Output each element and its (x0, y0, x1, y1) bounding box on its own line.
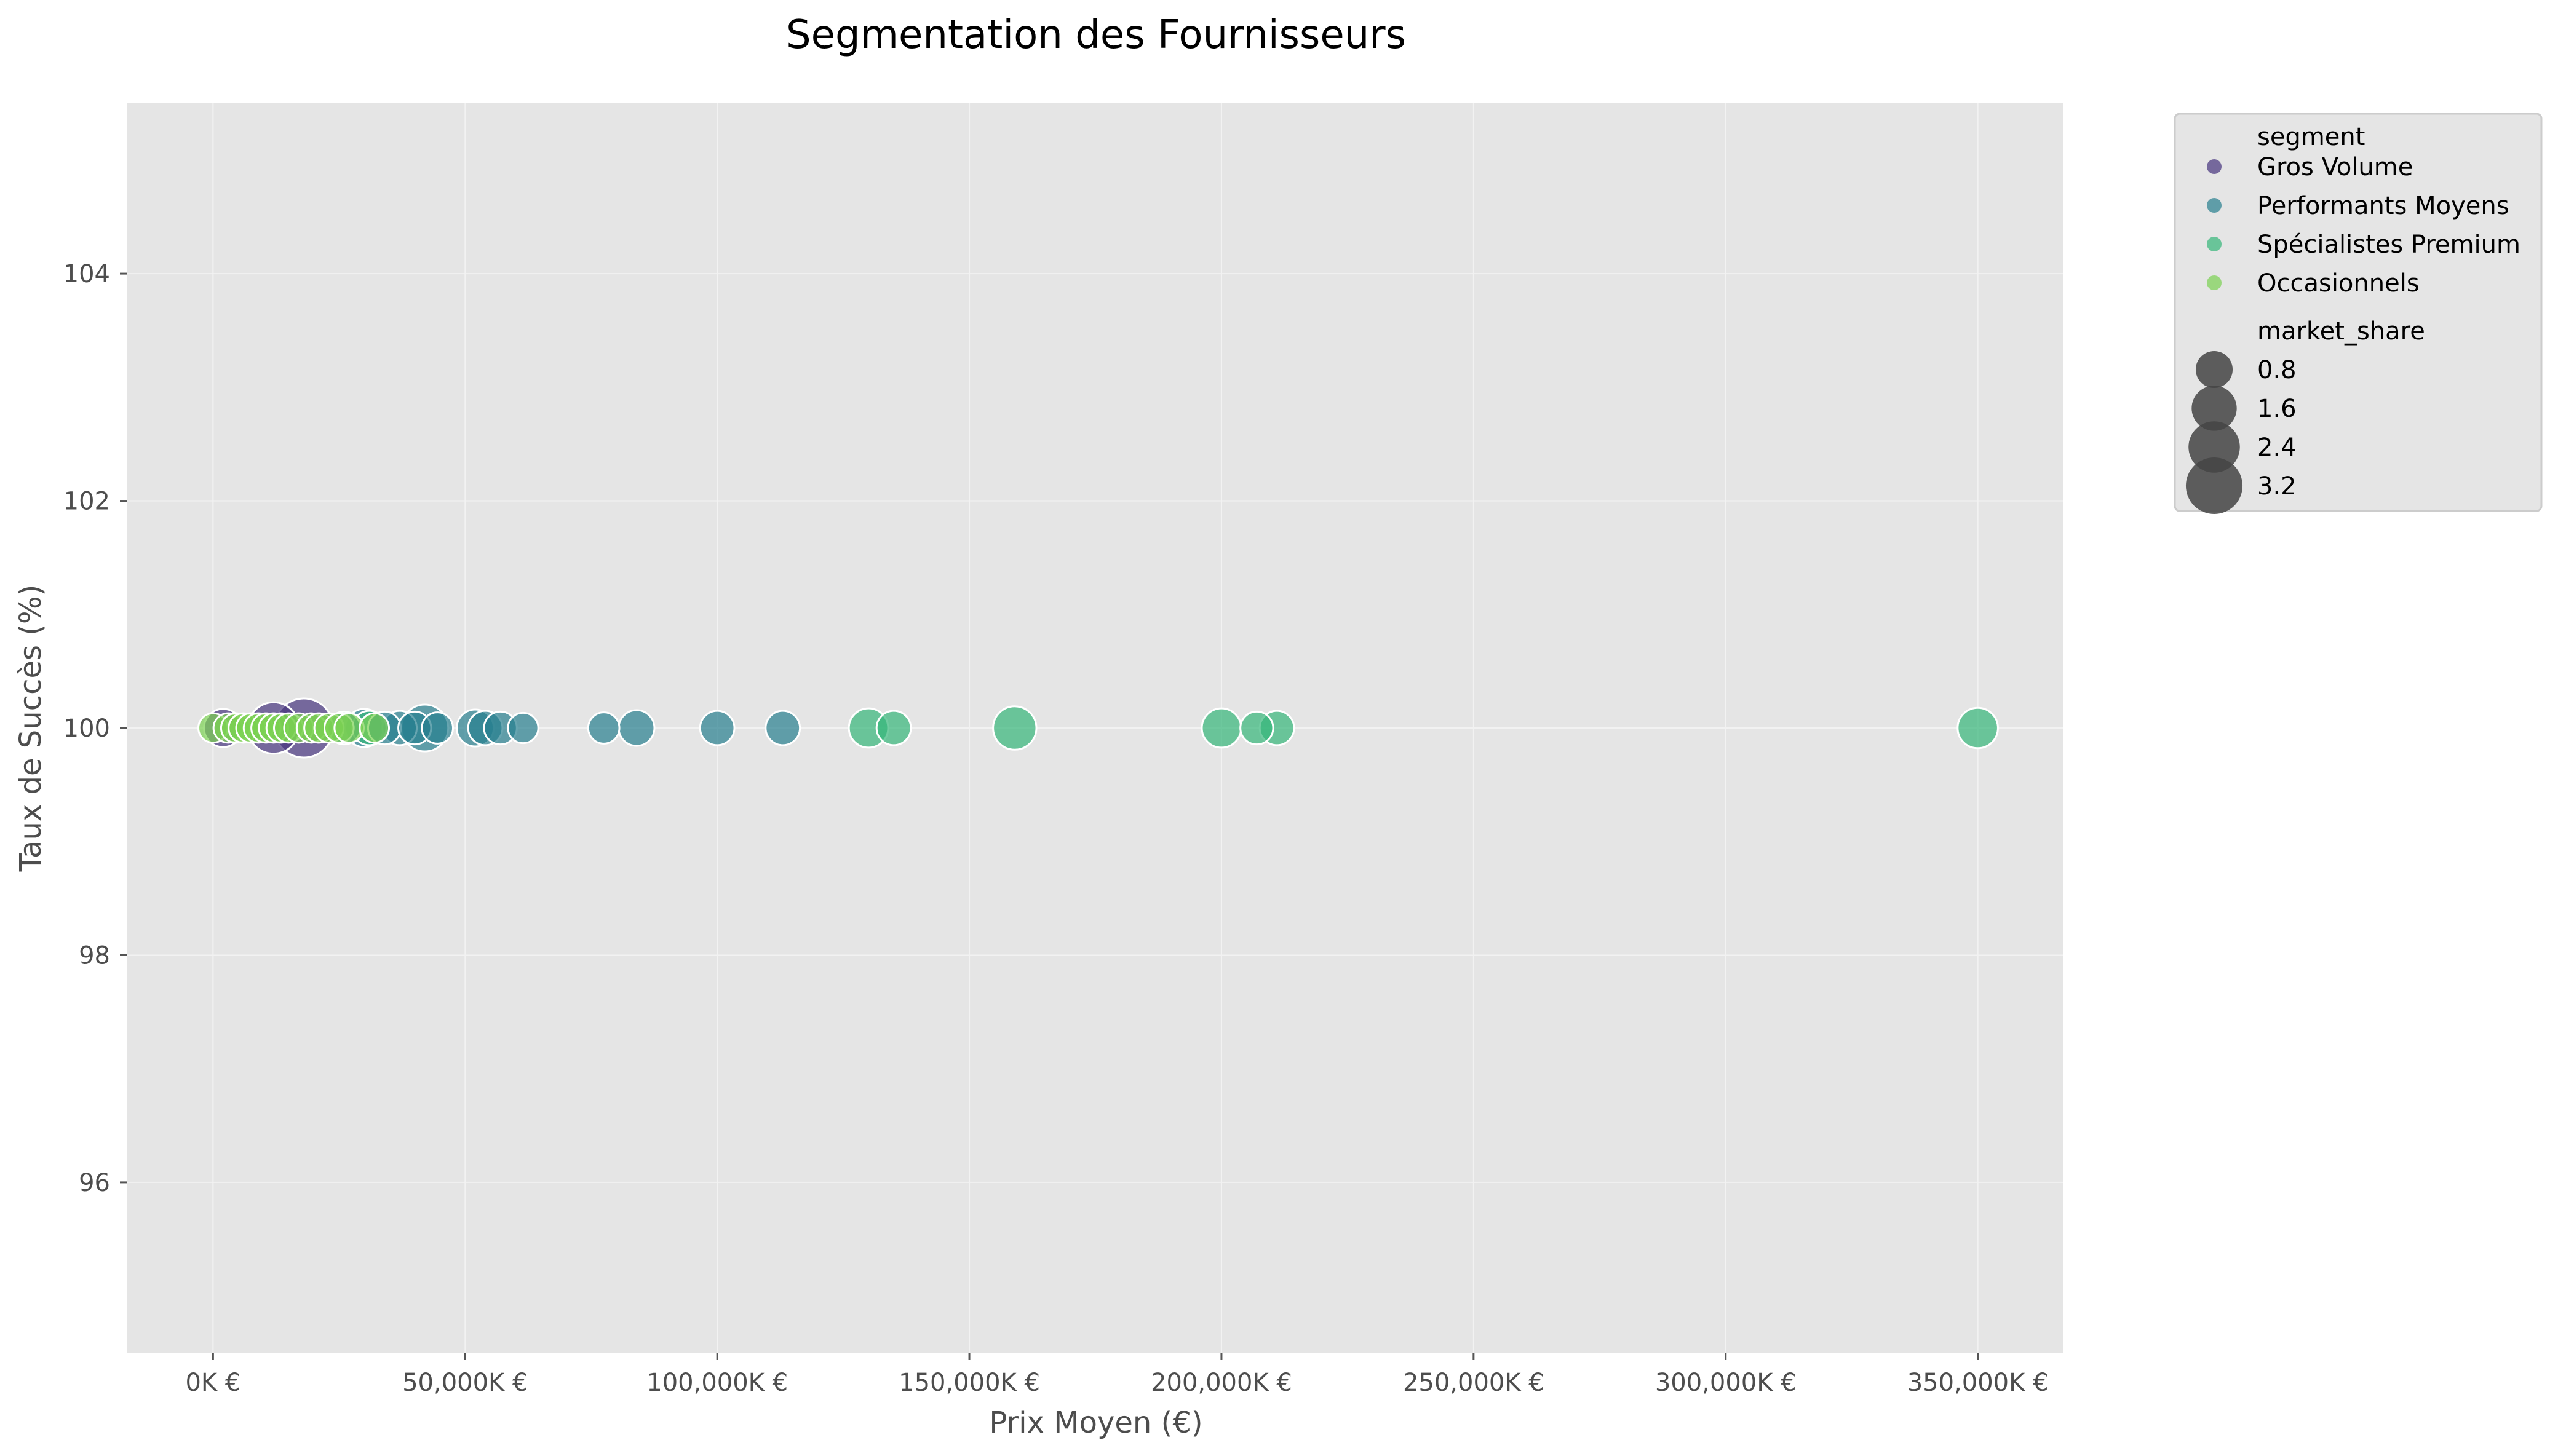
legend-size-marker (2195, 350, 2233, 389)
point-sp-cialistes-premium (992, 705, 1038, 751)
axis-ticks: 0K € 50,000K € 100,000K € 150,000K € 200,000… (63, 260, 2049, 1397)
legend-size-label: 0.8 (2257, 356, 2297, 384)
legend-size-marker (2191, 386, 2237, 431)
x-axis-label: Prix Moyen (€) (989, 1406, 1202, 1440)
x-tick-label: 300,000K € (1655, 1369, 1797, 1397)
y-tick-label: 104 (63, 260, 110, 288)
chart-title: Segmentation des Fournisseurs (786, 12, 1406, 58)
point-performants-moyens (765, 710, 801, 746)
point-performants-moyens (587, 711, 621, 745)
x-tick-label: 50,000K € (402, 1369, 528, 1397)
data-points (197, 697, 1999, 759)
legend-box (2174, 113, 2543, 512)
y-tick-label: 96 (79, 1169, 110, 1197)
legend-size-label: 1.6 (2257, 395, 2297, 423)
legend-marker (2207, 237, 2222, 251)
legend-label: Spécialistes Premium (2257, 231, 2520, 259)
x-tick-label: 350,000K € (1907, 1369, 2049, 1397)
y-axis-label: Taux de Succès (%) (14, 585, 48, 872)
x-tick-label: 100,000K € (646, 1369, 788, 1397)
x-tick-label: 0K € (185, 1369, 240, 1397)
point-performants-moyens (421, 711, 455, 745)
legend-hue-title: segment (2257, 123, 2365, 151)
legend-label: Performants Moyens (2257, 192, 2509, 220)
point-performants-moyens (618, 709, 656, 747)
legend-size-label: 2.4 (2257, 433, 2297, 462)
point-occasionnels (359, 712, 391, 744)
legend-marker (2207, 198, 2222, 213)
legend-marker (2207, 275, 2222, 290)
x-tick-label: 250,000K € (1403, 1369, 1544, 1397)
legend-label: Occasionnels (2257, 269, 2420, 298)
y-tick-label: 100 (63, 714, 110, 743)
legend-size-label: 3.2 (2257, 472, 2297, 501)
x-tick-label: 200,000K € (1151, 1369, 1292, 1397)
point-performants-moyens (699, 710, 736, 746)
y-tick-label: 98 (79, 941, 110, 970)
legend-size-marker (2185, 457, 2243, 515)
x-tick-label: 150,000K € (899, 1369, 1040, 1397)
legend-size-title: market_share (2257, 317, 2425, 346)
legend-label: Gros Volume (2257, 153, 2413, 181)
legend-size-marker (2188, 421, 2240, 473)
point-sp-cialistes-premium (1239, 710, 1274, 746)
y-tick-label: 102 (63, 488, 110, 516)
point-performants-moyens (507, 711, 539, 745)
point-sp-cialistes-premium (1201, 707, 1242, 749)
legend: segment Gros Volume Performants Moyens Spé… (2174, 113, 2543, 515)
point-sp-cialistes-premium (1956, 706, 1999, 750)
point-sp-cialistes-premium (875, 710, 912, 746)
legend-marker (2207, 159, 2222, 174)
